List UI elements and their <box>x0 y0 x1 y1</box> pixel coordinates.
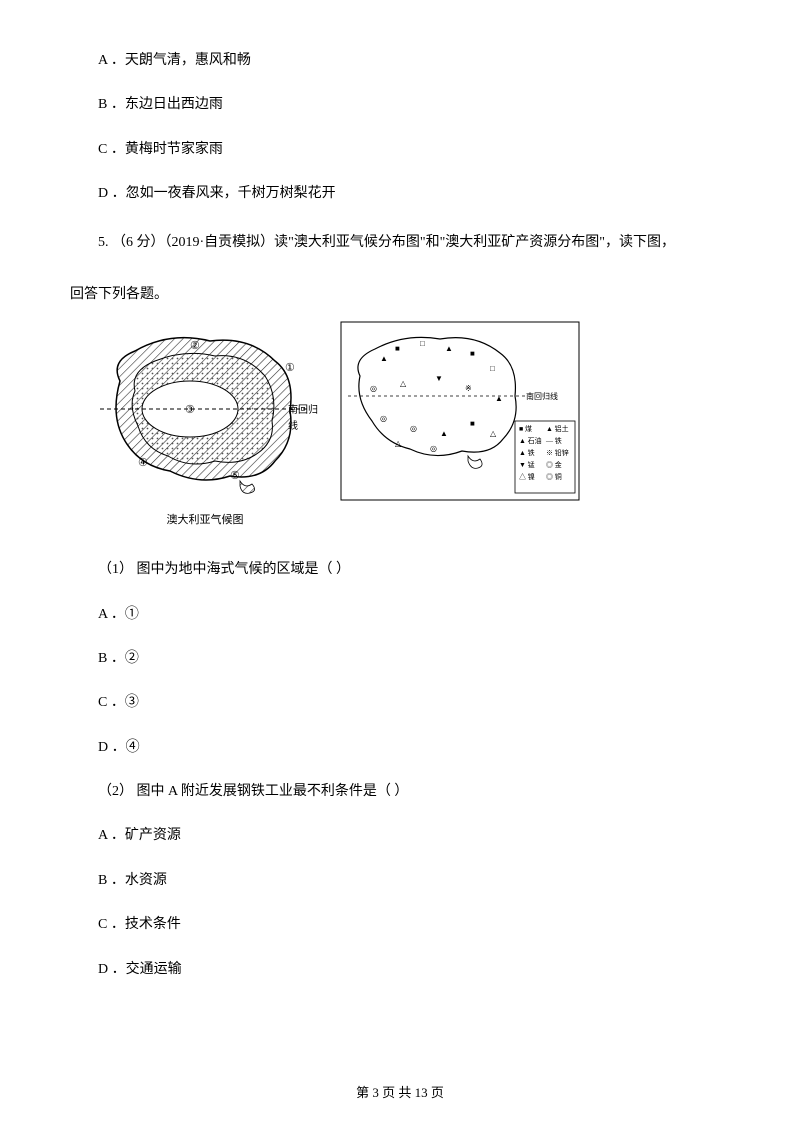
svg-text:■: ■ <box>470 419 475 428</box>
svg-text:①: ① <box>285 362 295 374</box>
svg-text:△: △ <box>400 379 407 388</box>
svg-text:▼: ▼ <box>435 374 443 383</box>
svg-text:◎: ◎ <box>430 444 437 453</box>
q5-sub2-d: D ．交通运输 <box>70 959 730 981</box>
svg-text:※ 铅锌: ※ 铅锌 <box>546 448 569 457</box>
svg-text:◎ 铜: ◎ 铜 <box>546 472 562 481</box>
svg-text:②: ② <box>190 340 200 352</box>
q5-sub2-c: C ．技术条件 <box>70 914 730 936</box>
svg-text:④: ④ <box>138 457 148 469</box>
figure-climate: ① ② ③ ④ ⑤ 南回归线 澳大利亚气候图 <box>90 321 320 529</box>
svg-text:■: ■ <box>395 344 400 353</box>
svg-text:◎: ◎ <box>410 424 417 433</box>
svg-text:▲: ▲ <box>445 344 453 353</box>
q5-sub1-d: D ．④ <box>70 737 730 759</box>
svg-text:▲: ▲ <box>440 429 448 438</box>
q5-stem-cont: 回答下列各题。 <box>70 280 730 311</box>
q5-sub2-stem: （2） 图中 A 附近发展钢铁工业最不利条件是（ ） <box>70 781 730 803</box>
svg-text:※: ※ <box>465 384 472 393</box>
svg-text:△ 镍: △ 镍 <box>519 472 535 481</box>
q5-sub1-c: C ．③ <box>70 692 730 714</box>
svg-text:▲: ▲ <box>380 354 388 363</box>
q5-sub2-a: A ．矿产资源 <box>70 825 730 847</box>
svg-text:⑤: ⑤ <box>230 470 240 482</box>
svg-text:▲ 铝土: ▲ 铝土 <box>546 424 569 433</box>
svg-text:■ 煤: ■ 煤 <box>519 424 532 433</box>
svg-text:■: ■ <box>470 349 475 358</box>
figure1-caption: 澳大利亚气候图 <box>90 512 320 530</box>
svg-text:◎ 金: ◎ 金 <box>546 460 562 469</box>
q5-sub1-b: B ．② <box>70 648 730 670</box>
australia-minerals-map: ▲■□ ▲■□ ◎△▼ ※▲ ◎◎▲ ■△ △◎ ■ 煤▲ 铝土 ▲ 石油— 铁… <box>340 321 580 501</box>
svg-text:— 铁: — 铁 <box>545 436 562 445</box>
svg-text:▼ 锰: ▼ 锰 <box>519 460 535 469</box>
tropic-label-1: 南回归线 <box>288 403 320 435</box>
figure-minerals: ▲■□ ▲■□ ◎△▼ ※▲ ◎◎▲ ■△ △◎ ■ 煤▲ 铝土 ▲ 石油— 铁… <box>340 321 580 509</box>
svg-text:▲ 石油: ▲ 石油 <box>519 436 542 445</box>
q4-option-c: C ．黄梅时节家家雨 <box>70 139 730 161</box>
svg-text:△: △ <box>395 439 402 448</box>
q4-option-a: A ．天朗气清，惠风和畅 <box>70 50 730 72</box>
figure-row: ① ② ③ ④ ⑤ 南回归线 澳大利亚气候图 ▲ ■ □ ▲ ■ □ ◎ △ ▼ ※ ▲ ◎ ◎… <box>90 321 730 529</box>
q4-option-d: D ．忽如一夜春风来，千树万树梨花开 <box>70 183 730 205</box>
svg-text:◎: ◎ <box>370 384 377 393</box>
svg-text:□: □ <box>420 339 425 348</box>
q5-sub1-a: A ．① <box>70 604 730 626</box>
svg-text:③: ③ <box>185 404 195 416</box>
svg-text:△: △ <box>490 429 497 438</box>
australia-climate-map: ① ② ③ ④ ⑤ <box>90 321 320 501</box>
tropic-label-2: 南回归线 <box>526 391 558 401</box>
svg-text:▲: ▲ <box>495 394 503 403</box>
q5-sub1-stem: （1） 图中为地中海式气候的区域是（ ） <box>70 559 730 581</box>
page-footer: 第 3 页 共 13 页 <box>0 1083 800 1104</box>
svg-text:▲ 铁: ▲ 铁 <box>519 448 535 457</box>
q5-stem: 5. （6 分）（2019·自贡模拟）读"澳大利亚气候分布图"和"澳大利亚矿产资… <box>70 228 730 259</box>
svg-text:◎: ◎ <box>380 414 387 423</box>
q5-sub2-b: B ．水资源 <box>70 870 730 892</box>
svg-text:□: □ <box>490 364 495 373</box>
q5-stem-line1: 5. （6 分）（2019·自贡模拟）读"澳大利亚气候分布图"和"澳大利亚矿产资… <box>98 235 675 250</box>
q4-option-b: B ．东边日出西边雨 <box>70 94 730 116</box>
